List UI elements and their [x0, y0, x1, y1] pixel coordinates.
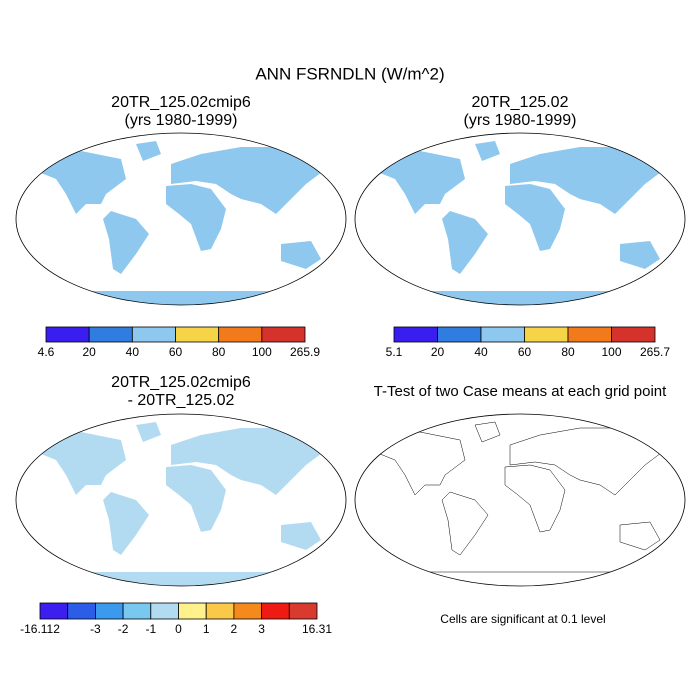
map: [16, 422, 346, 586]
colorbar-label: 40: [474, 345, 488, 359]
panel-note: Cells are significant at 0.1 level: [440, 612, 605, 626]
panel-title: (yrs 1980-1999): [125, 112, 238, 129]
colorbar-label: 5.1: [386, 345, 403, 359]
map: [355, 141, 685, 305]
colorbar-label: 265.7: [640, 345, 670, 359]
colorbar-segment: [88, 326, 133, 343]
colorbar-segment: [95, 602, 124, 620]
colorbar-segment: [67, 602, 96, 620]
colorbar-segment: [218, 326, 263, 343]
panel-title: 20TR_125.02: [472, 94, 569, 111]
colorbar-label: 265.9: [290, 345, 320, 359]
colorbar-label: 80: [561, 345, 575, 359]
colorbar-label: 40: [126, 345, 140, 359]
map: [16, 141, 346, 305]
colorbar-label: 20: [82, 345, 96, 359]
colorbar-label: 4.6: [38, 345, 55, 359]
map-outline: [354, 413, 686, 587]
panel-title: 20TR_125.02cmip6: [111, 94, 251, 111]
colorbar-segment: [39, 602, 69, 620]
colorbar-segment: [131, 326, 176, 343]
colorbar-label: 16.31: [302, 622, 332, 636]
panel-title: 20TR_125.02cmip6: [111, 374, 251, 391]
colorbar-segment: [261, 602, 290, 620]
map: [355, 421, 685, 586]
colorbar-segment: [567, 326, 612, 343]
colorbar-segment: [480, 326, 525, 343]
colorbar-segment: [205, 602, 235, 620]
colorbar-label: 0: [175, 622, 182, 636]
colorbar-segment: [524, 326, 569, 343]
colorbar-segment: [261, 326, 306, 343]
colorbar-segment: [175, 326, 220, 343]
colorbar-segment: [437, 326, 482, 343]
colorbar-segment: [393, 326, 438, 343]
colorbar-label: -1: [145, 622, 156, 636]
colorbar-label: 1: [203, 622, 210, 636]
colorbar-label: 3: [258, 622, 265, 636]
colorbar-label: 80: [212, 345, 226, 359]
colorbar-segment: [45, 326, 90, 343]
colorbar-label: 100: [252, 345, 272, 359]
colorbar-segment: [178, 602, 207, 620]
colorbar-label: -16.112: [20, 622, 60, 636]
colorbar-segment: [288, 602, 318, 620]
figure-title: ANN FSRNDLN (W/m^2): [255, 64, 444, 83]
colorbar-segment: [611, 326, 656, 343]
panel-title: - 20TR_125.02: [128, 392, 235, 409]
colorbar-segment: [150, 602, 179, 620]
colorbar-segment: [122, 602, 152, 620]
colorbar-label: 60: [169, 345, 183, 359]
map-outline: [15, 132, 347, 306]
panel-title: T-Test of two Case means at each grid po…: [374, 383, 667, 400]
colorbar-label: -2: [118, 622, 129, 636]
map-outline: [354, 132, 686, 306]
colorbar-label: 100: [601, 345, 621, 359]
colorbar-label: -3: [90, 622, 101, 636]
colorbar-label: 2: [231, 622, 238, 636]
panel-title: (yrs 1980-1999): [464, 112, 577, 129]
colorbar-segment: [233, 602, 262, 620]
map-outline: [15, 413, 347, 587]
colorbar-label: 60: [518, 345, 532, 359]
colorbar-label: 20: [431, 345, 445, 359]
